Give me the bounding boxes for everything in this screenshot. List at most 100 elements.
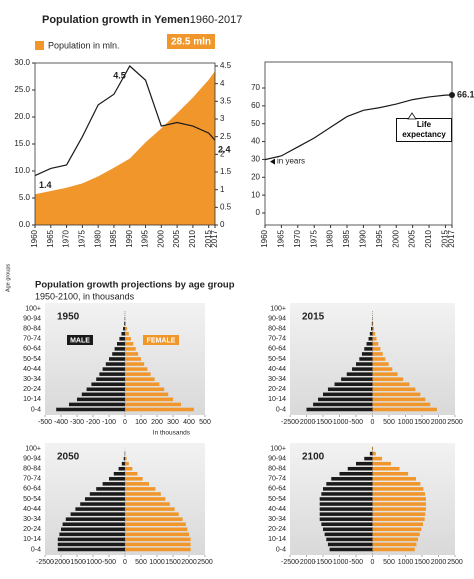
pyramid-bar xyxy=(86,387,125,392)
y-tick-label: 70 xyxy=(251,83,260,92)
y-tick-label: 4.5 xyxy=(220,61,232,70)
value-label-box xyxy=(167,34,215,49)
pyramid-bar xyxy=(125,357,141,361)
age-label: 70-74 xyxy=(23,336,41,343)
x-tick-label: -1500 xyxy=(314,419,332,426)
x-tick-label: -2500 xyxy=(36,559,54,566)
pyramid-bar xyxy=(109,477,125,481)
x-tick-label: -200 xyxy=(86,419,100,426)
pyramid-bar xyxy=(125,482,149,486)
pyramid-bar xyxy=(371,326,373,331)
pyramid-bar xyxy=(372,537,419,542)
pyramid-bar xyxy=(372,547,415,552)
y-tick-label: 10.0 xyxy=(14,166,30,175)
end-dot xyxy=(449,91,455,98)
age-label: 20-24 xyxy=(268,386,286,393)
age-label: 10-14 xyxy=(23,396,41,403)
y-tick-label: 1.5 xyxy=(220,167,232,176)
pyramid-bar xyxy=(372,342,379,346)
pyramid-bar xyxy=(125,326,128,331)
x-tick-label: 1995 xyxy=(375,229,384,247)
pyramid-bar xyxy=(372,482,421,486)
x-tick-label: -300 xyxy=(70,419,84,426)
x-tick-label: -100 xyxy=(102,419,116,426)
x-tick-label: 1975 xyxy=(77,229,86,247)
x-tick-label: 300 xyxy=(167,419,179,426)
age-label: 90-94 xyxy=(23,315,41,322)
age-label: 90-94 xyxy=(23,455,41,462)
pyramid-title: 2100 xyxy=(302,452,325,463)
pyramid-bar xyxy=(125,456,127,461)
pyramid-bar xyxy=(57,542,125,547)
pyramid-bar xyxy=(372,357,386,361)
x-tick-label: -500 xyxy=(38,419,52,426)
age-label: 80-84 xyxy=(23,466,41,473)
pyramid-bar xyxy=(125,362,145,366)
x-tick-label: -2000 xyxy=(298,559,316,566)
pyramid-bar xyxy=(61,527,125,532)
pyramid-bar xyxy=(119,337,125,341)
pyramid-bar xyxy=(75,507,125,511)
x-tick-label: 1500 xyxy=(414,559,430,566)
x-tick-label: 2500 xyxy=(197,559,213,566)
age-label: 80-84 xyxy=(268,466,286,473)
pyramid-bar xyxy=(372,487,424,491)
pyramid-bar xyxy=(326,482,373,486)
pyramid-bar xyxy=(57,547,125,552)
note-units: in years xyxy=(277,157,305,166)
age-label: 10-14 xyxy=(23,536,41,543)
age-label: 0-4 xyxy=(31,406,41,413)
pyramid-bar xyxy=(321,492,373,496)
pyramid-bar xyxy=(372,362,389,366)
pyramid-bar xyxy=(56,407,126,412)
age-label: 60-64 xyxy=(23,346,41,353)
pyramid-bar xyxy=(372,527,422,532)
pyramid-bar xyxy=(372,331,376,336)
legend-swatch xyxy=(35,41,44,50)
pyramid-bar xyxy=(70,512,125,516)
pyramid-bar xyxy=(366,342,373,346)
pyramid-bar xyxy=(77,397,125,402)
legend-label: Population in mln. xyxy=(48,40,120,50)
y-tick-label: 10 xyxy=(251,190,260,199)
pyramid-bar xyxy=(372,337,377,341)
value-label: 28.5 mln xyxy=(171,37,211,48)
pyramid-bar xyxy=(319,507,373,511)
x-tick-label: 0 xyxy=(123,559,127,566)
age-label: 40-44 xyxy=(268,506,286,513)
value-label: 1.4 xyxy=(39,180,52,190)
y-tick-label: 40 xyxy=(251,137,260,146)
x-tick-label: 1500 xyxy=(165,559,181,566)
pyramid-bar xyxy=(117,342,125,346)
age-axis-label: Age groups xyxy=(5,264,11,292)
age-label: 10-14 xyxy=(268,536,286,543)
y-tick-label: 3.5 xyxy=(220,96,232,105)
x-tick-label: 2005 xyxy=(408,229,417,247)
pyramid-bar xyxy=(125,382,160,387)
pyramid-bar xyxy=(372,352,383,356)
y-tick-label: 20 xyxy=(251,172,260,181)
pyramid-bar xyxy=(125,512,179,516)
pyramid-bar xyxy=(121,331,125,336)
pyramid-bar xyxy=(341,377,373,381)
population-area xyxy=(35,71,215,225)
pyramid-bar xyxy=(369,331,373,336)
pyramid-bar xyxy=(89,492,125,496)
y-tick-label: 30 xyxy=(251,155,260,164)
age-label: 80-84 xyxy=(268,326,286,333)
x-tick-label: -2000 xyxy=(298,419,316,426)
y-tick-label: 25.0 xyxy=(14,85,30,94)
y-tick-label: 0 xyxy=(220,220,225,229)
pyramid-bar xyxy=(346,372,373,376)
pyramid-bar xyxy=(125,347,136,351)
x-tick-label: 400 xyxy=(183,419,195,426)
x-tick-label: -1500 xyxy=(314,559,332,566)
life-line xyxy=(264,94,453,161)
age-label: 20-24 xyxy=(268,526,286,533)
x-tick-label: 2010 xyxy=(424,229,433,247)
pyramid-bar xyxy=(125,331,129,336)
y-tick-label: 5.0 xyxy=(19,193,31,202)
note-box: Life expectancy xyxy=(396,118,452,142)
x-tick-label: 2005 xyxy=(172,229,181,247)
